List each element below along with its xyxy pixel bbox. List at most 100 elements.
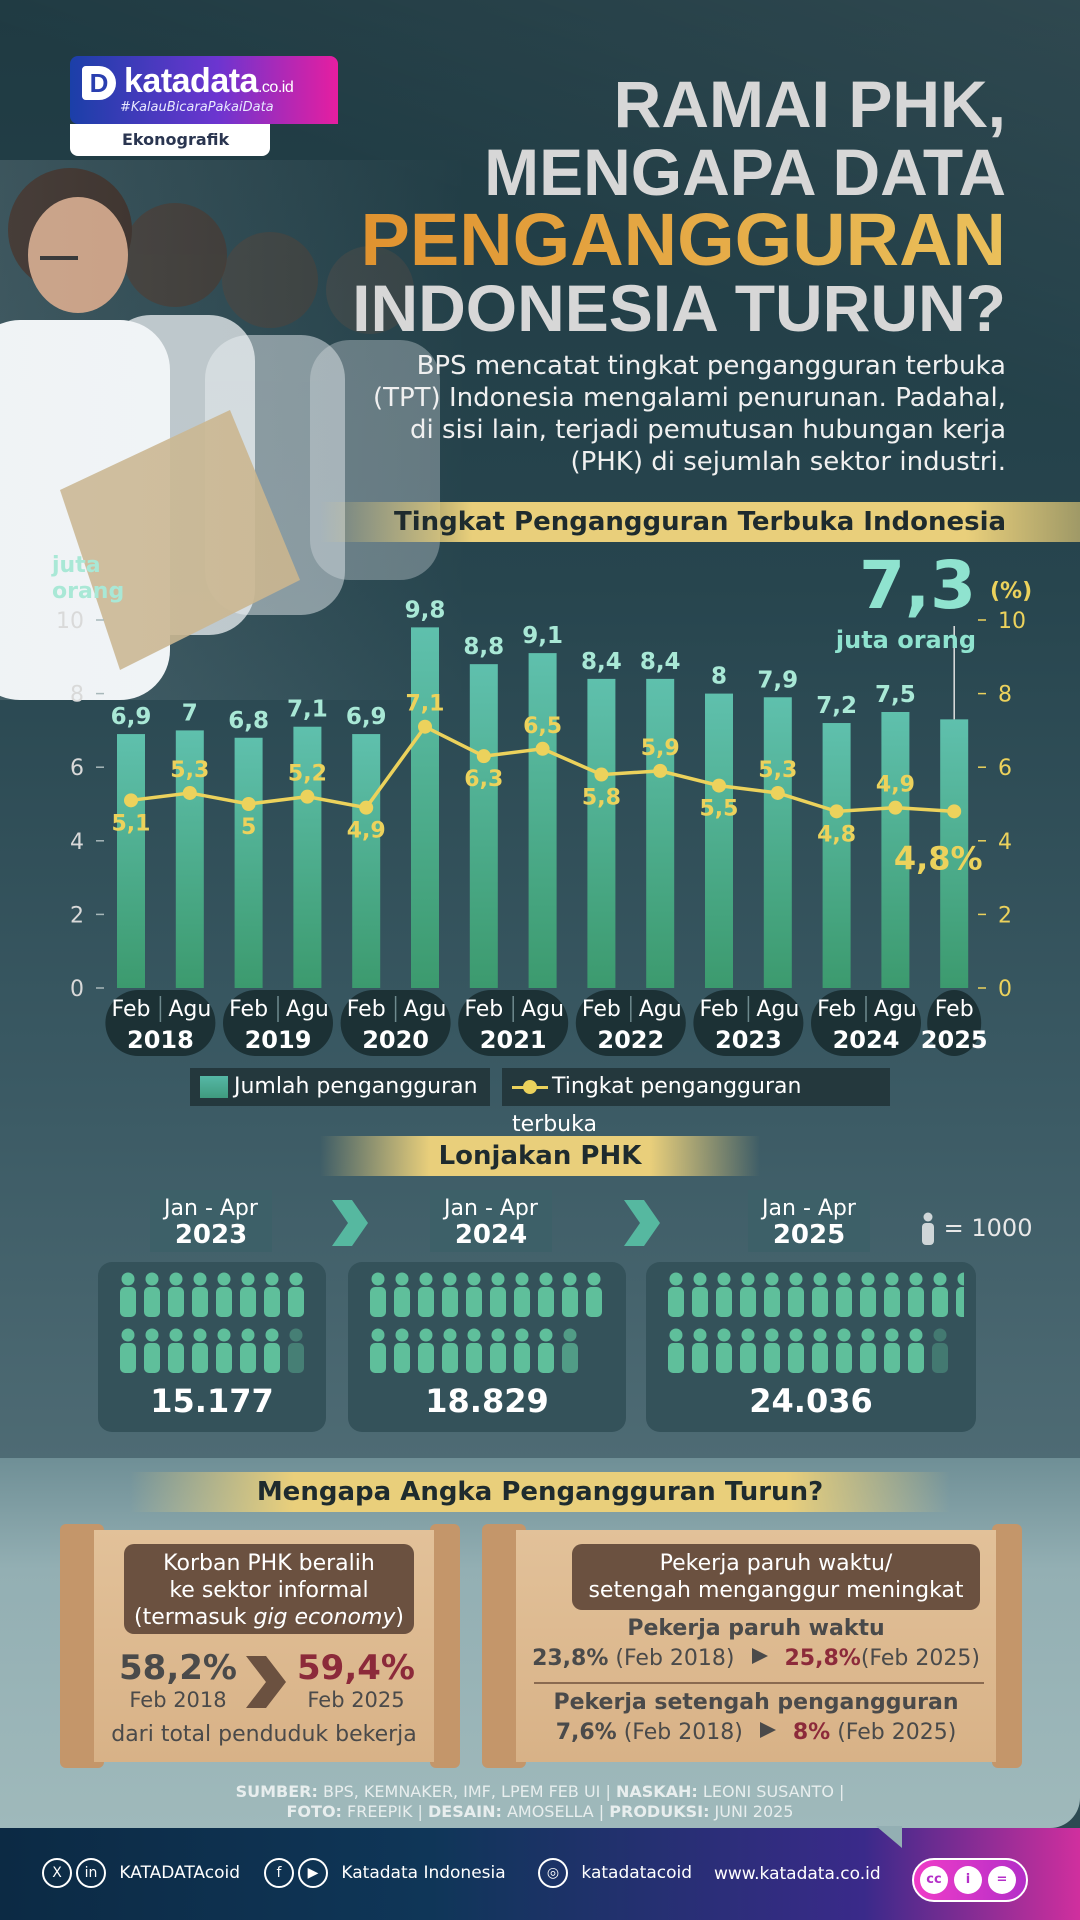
x-axis-pill (105, 990, 216, 1056)
linkedin-icon[interactable]: in (76, 1858, 106, 1888)
label: Feb 2025 (307, 1688, 405, 1712)
person-icon (922, 1212, 934, 1245)
footer-handle[interactable]: Katadata Indonesia (341, 1863, 506, 1883)
person-icon (442, 1272, 458, 1317)
bar-value-label: 6,9 (346, 704, 387, 730)
logo-tagline: #KalauBicaraPakaiData (120, 100, 274, 115)
x-axis-pill (693, 990, 804, 1056)
bar-value-label: 7,9 (757, 667, 798, 693)
parttime-heading: Pekerja paruh waktu/ setengah menganggur… (572, 1544, 980, 1610)
person-icon (144, 1272, 160, 1317)
facebook-icon[interactable]: f (264, 1858, 294, 1888)
person-icon (764, 1272, 780, 1317)
phk-section-title: Lonjakan PHK (320, 1136, 760, 1176)
bar-value-label: 8 (711, 664, 727, 690)
person-icon (216, 1272, 232, 1317)
footer-handle[interactable]: katadatacoid (581, 1863, 693, 1883)
bar-value-label: 8,8 (463, 634, 504, 660)
person-icon (860, 1328, 876, 1373)
person-icon (908, 1272, 924, 1317)
person-icon (490, 1272, 506, 1317)
youtube-icon[interactable]: ▶ (298, 1858, 328, 1888)
person-icon (240, 1272, 256, 1317)
rate-point (182, 785, 197, 800)
y-axis-label-right: (%) (990, 579, 1032, 604)
rate-point (653, 763, 668, 778)
bar (469, 664, 498, 988)
chevron-right-icon (332, 1200, 368, 1246)
x-month-label: Agu (521, 997, 564, 1022)
headline-line-2: MENGAPA DATA (484, 135, 1006, 209)
rate-value-label: 6,3 (464, 767, 503, 792)
bar-value-label: 8,4 (581, 649, 622, 675)
rate-point (418, 719, 432, 734)
x-year-label: 2024 (833, 1026, 900, 1054)
period-range: Jan - Apr (164, 1196, 258, 1221)
scroll-informal: Korban PHK beralih ke sektor informal (t… (60, 1524, 460, 1768)
heading-line: (termasuk gig economy) (133, 1605, 405, 1630)
person-icon (394, 1328, 410, 1373)
creative-commons-badge[interactable]: cc i = (912, 1858, 1028, 1902)
person-icon (860, 1272, 876, 1317)
heading-line: setengah menganggur meningkat (588, 1578, 964, 1603)
people-icons-2024 (370, 1272, 602, 1373)
person-icon (120, 1272, 136, 1317)
headline: RAMAI PHK, MENGAPA DATA PENGANGGURAN IND… (352, 70, 1006, 342)
phk-count: 15.177 (150, 1382, 274, 1420)
person-icon (884, 1328, 900, 1373)
chevron-right-icon (624, 1200, 660, 1246)
bar-value-label: 6,8 (228, 708, 269, 734)
bar-value-label: 7,1 (287, 697, 328, 723)
person-icon (538, 1272, 554, 1317)
parttime-sub1-values: 23,8% (Feb 2018) 25,8%(Feb 2025) (532, 1646, 980, 1671)
x-year-label: 2023 (715, 1026, 782, 1054)
credits-line-1: SUMBER: BPS, KEMNAKER, IMF, LPEM FEB UI … (235, 1782, 845, 1801)
person-icon (168, 1272, 184, 1317)
x-axis-pill (575, 990, 686, 1056)
x-month-label: Feb (347, 997, 386, 1022)
person-icon (370, 1272, 386, 1317)
footer-handle[interactable]: KATADATAcoid (119, 1863, 241, 1883)
scroll-parttime: Pekerja paruh waktu/ setengah menganggur… (482, 1524, 1022, 1768)
people-icons-2023 (120, 1272, 304, 1373)
nd-icon: = (988, 1866, 1016, 1894)
person-icon (692, 1272, 708, 1317)
y-tick-left: 8 (70, 683, 84, 708)
rate-value-label: 4,8 (817, 822, 856, 847)
rate-value-label: 4,9 (876, 773, 915, 798)
bar (705, 693, 733, 988)
x-month-label: Feb (229, 997, 268, 1022)
person-icon (168, 1328, 184, 1373)
rate-point (359, 800, 374, 815)
y-tick-right: 10 (998, 609, 1026, 634)
x-year-label: 2021 (480, 1026, 547, 1054)
informal-from: 58,2% Feb 2018 (108, 1648, 248, 1712)
person-icon (764, 1328, 780, 1373)
legend-line: Tingkat pengangguran terbuka (502, 1068, 890, 1137)
period-2025: Jan - Apr 2025 (748, 1190, 870, 1252)
katadata-logo[interactable]: D katadata.co.id #KalauBicaraPakaiData E… (70, 56, 338, 160)
person-icon (394, 1272, 410, 1317)
person-icon (418, 1272, 434, 1317)
person-icon (716, 1272, 732, 1317)
footer-website[interactable]: www.katadata.co.id (714, 1864, 881, 1884)
x-month-label: Feb (464, 997, 503, 1022)
bar-value-label: 7 (182, 700, 198, 726)
x-icon[interactable]: X (42, 1858, 72, 1888)
y-tick-left: 2 (70, 903, 84, 928)
bar-value-label: 8,4 (640, 649, 681, 675)
y-axis-label-left: orang (52, 579, 124, 604)
instagram-icon[interactable]: ◎ (538, 1858, 568, 1888)
bar (587, 678, 616, 988)
person-icon (264, 1328, 280, 1373)
icon-key: = 1000 (920, 1212, 1032, 1246)
person-icon (418, 1328, 434, 1373)
footer-instagram[interactable]: ◎ katadatacoid (538, 1858, 692, 1888)
person-icon (788, 1328, 804, 1373)
rate-value-label: 5,3 (170, 758, 209, 783)
footer-facebook-youtube[interactable]: f ▶ Katadata Indonesia (264, 1858, 506, 1888)
legend-line-swatch (512, 1076, 548, 1098)
